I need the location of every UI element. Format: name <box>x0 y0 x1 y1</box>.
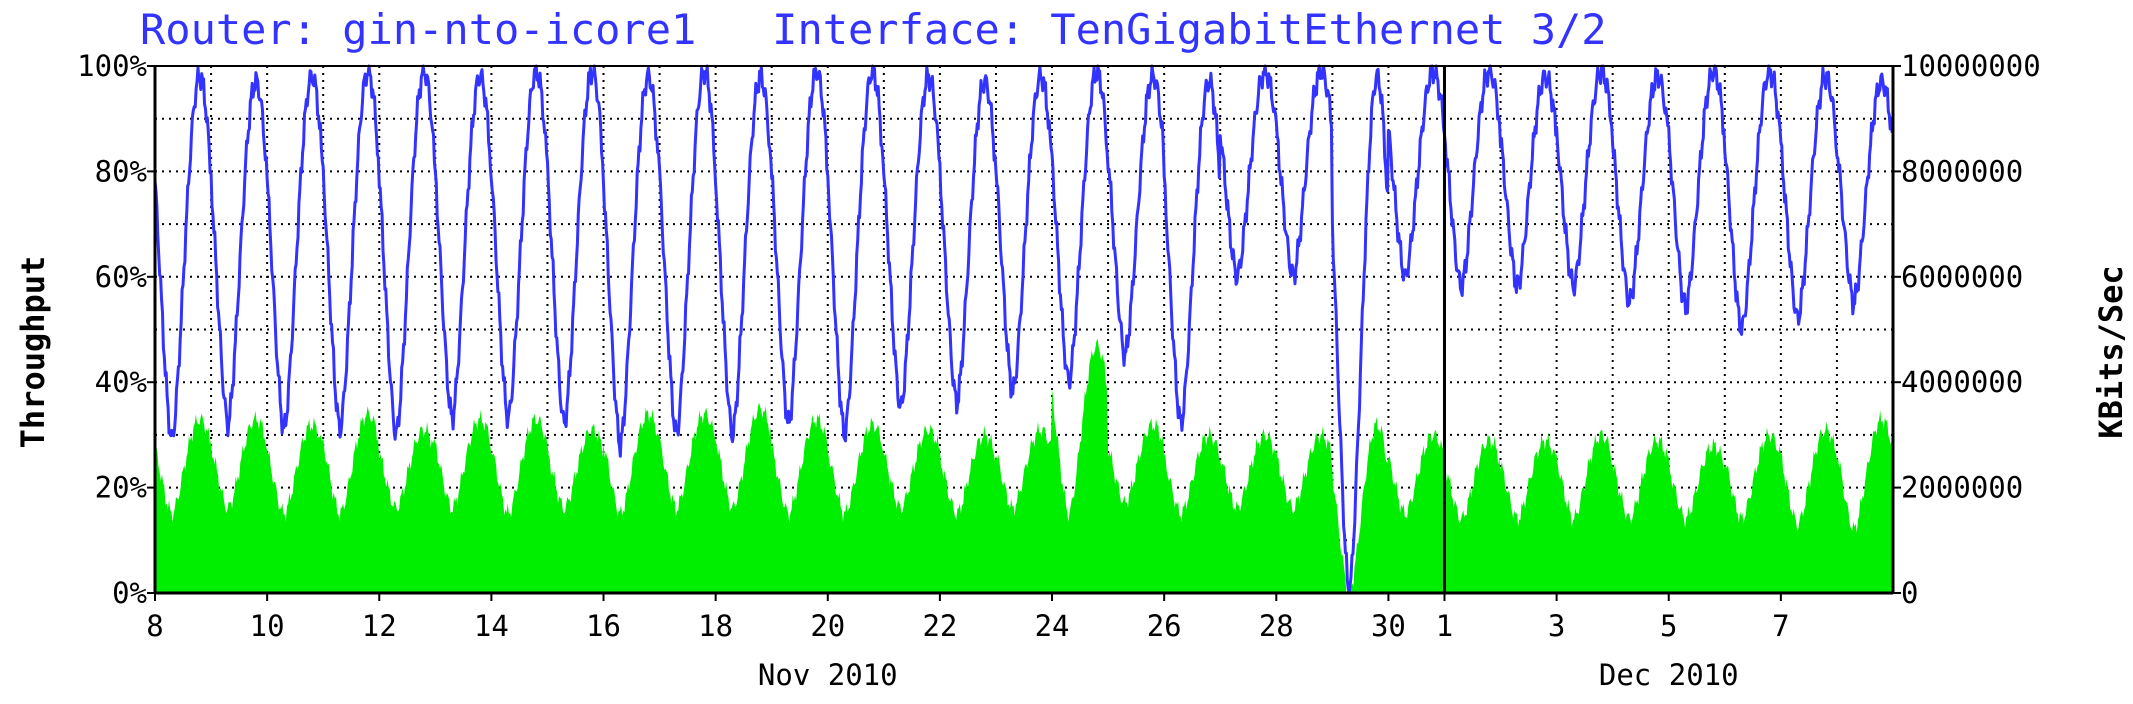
y-axis-label-left: Throughput <box>14 256 52 449</box>
x-tick-label: 20 <box>810 609 845 643</box>
y-tick-label-right: 6000000 <box>1901 260 2023 294</box>
y-tick-label-left: 100% <box>77 49 147 83</box>
y-tick-label-right: 8000000 <box>1901 154 2023 188</box>
y-tick-label-left: 60% <box>95 260 147 294</box>
left-axis-ticks: 0% 20% 40% 60% 80% 100% <box>77 49 155 610</box>
chart-title: Router: gin-nto-icore1 Interface: TenGig… <box>140 5 1607 54</box>
x-tick-label: 24 <box>1035 609 1070 643</box>
x-tick-label: 14 <box>474 609 509 643</box>
series-1-line <box>153 64 1894 595</box>
x-group-label: Nov 2010 <box>758 658 898 692</box>
x-tick-label: 5 <box>1660 609 1677 643</box>
x-tick-label: 16 <box>586 609 621 643</box>
axes <box>153 65 1895 595</box>
y-tick-label-left: 20% <box>95 471 147 505</box>
y-tick-label-left: 0% <box>112 576 147 610</box>
x-tick-label: 3 <box>1548 609 1565 643</box>
x-axis-groups: Nov 2010 Dec 2010 <box>758 658 1739 692</box>
x-tick-label: 7 <box>1772 609 1789 643</box>
y-tick-label-left: 80% <box>95 154 147 188</box>
series-2-area <box>155 338 1892 593</box>
plot-area <box>153 64 1894 595</box>
x-axis-ticks: 8 10 12 14 16 18 20 22 24 26 28 30 1 3 5 7 <box>146 593 1790 643</box>
x-tick-label: 10 <box>250 609 285 643</box>
x-tick-label: 12 <box>362 609 397 643</box>
y-tick-label-right: 2000000 <box>1901 471 2023 505</box>
x-group-label: Dec 2010 <box>1599 658 1739 692</box>
x-tick-label: 28 <box>1259 609 1294 643</box>
x-tick-label: 22 <box>922 609 957 643</box>
x-tick-label: 26 <box>1147 609 1182 643</box>
y-axis-label-right: KBits/Sec <box>2092 265 2130 438</box>
x-tick-label: 18 <box>698 609 733 643</box>
right-axis-ticks: 0 2000000 4000000 6000000 8000000 10000000 <box>1893 49 2041 610</box>
y-tick-label-left: 40% <box>95 365 147 399</box>
x-tick-label: 8 <box>146 609 163 643</box>
x-tick-label: 30 <box>1371 609 1406 643</box>
y-tick-label-right: 0 <box>1901 576 1918 610</box>
y-tick-label-right: 10000000 <box>1901 49 2041 83</box>
x-tick-label: 1 <box>1436 609 1453 643</box>
y-tick-label-right: 4000000 <box>1901 365 2023 399</box>
